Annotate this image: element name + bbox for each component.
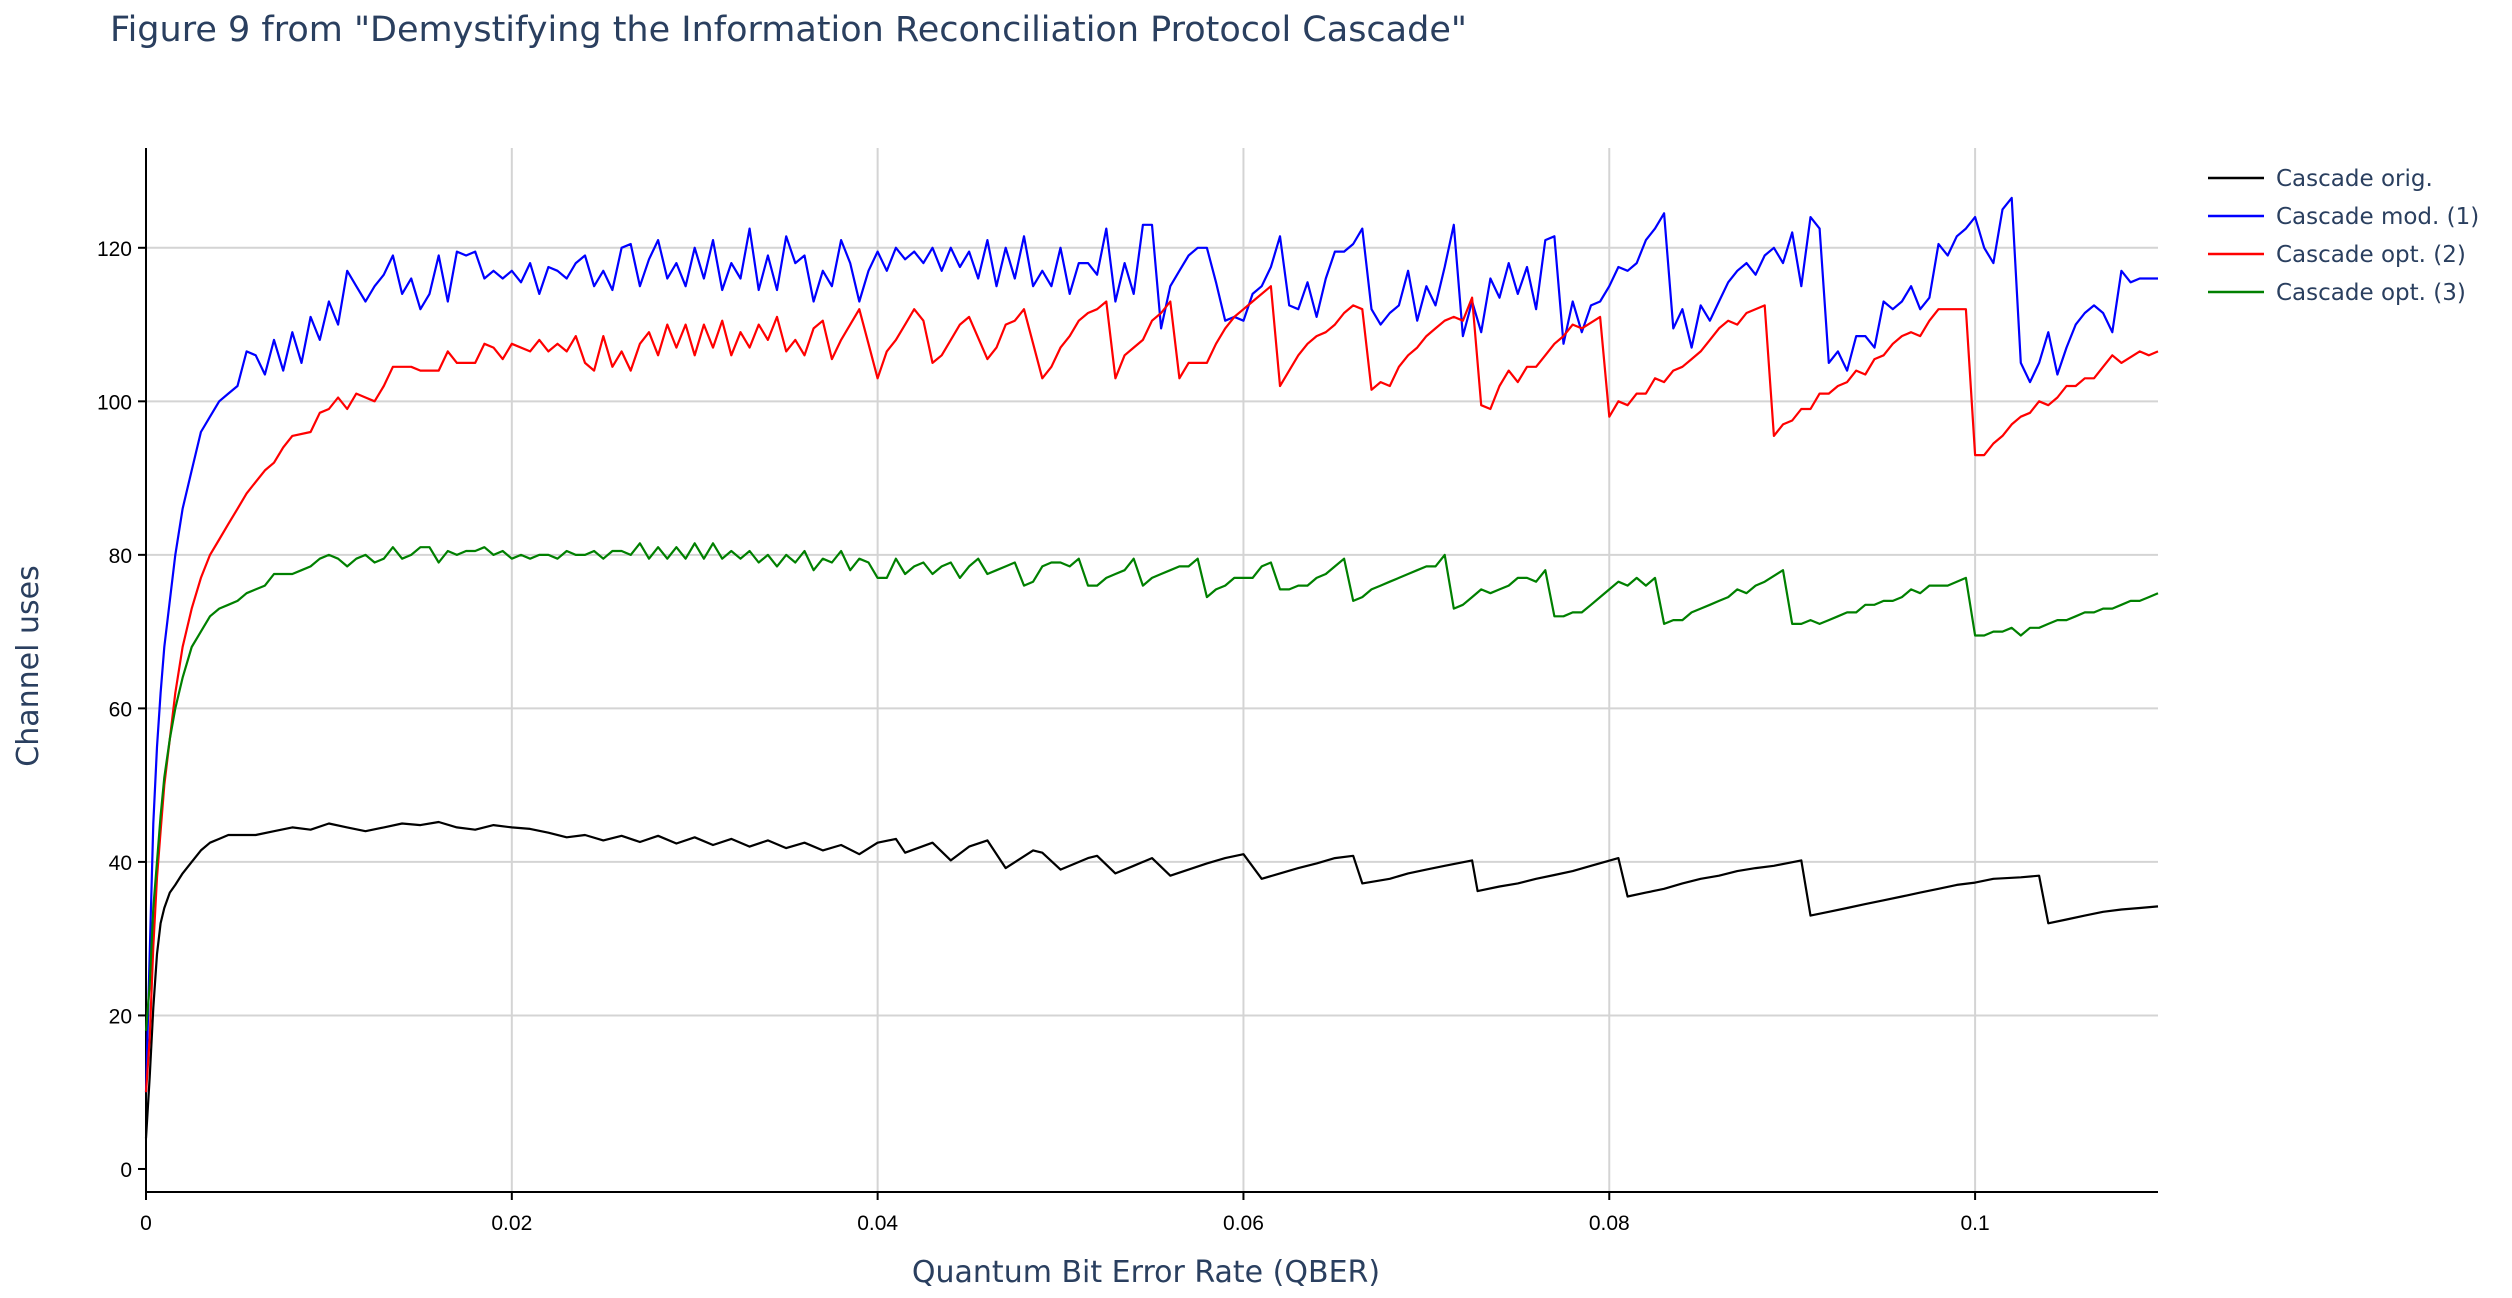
x-tick-label: 0.06 [1223,1212,1264,1235]
series-line-cascade-mod-1 [144,196,2158,1093]
legend-label: Cascade mod. (1) [2276,204,2479,230]
y-axis-title: Channel uses [11,565,46,766]
y-tick-label: 80 [109,545,132,568]
axis-layer [138,148,2158,1200]
legend: Cascade orig. Cascade mod. (1) Cascade opt… [2208,166,2479,306]
y-tick-label: 100 [97,391,132,414]
series-layer [144,196,2159,1139]
x-tick-label: 0.04 [857,1212,898,1235]
y-tick-label: 0 [120,1159,132,1182]
legend-item-cascade-mod-1[interactable]: Cascade mod. (1) [2208,204,2479,230]
legend-item-cascade-opt-3[interactable]: Cascade opt. (3) [2208,280,2466,306]
x-tick-label: 0 [140,1212,152,1235]
grid-layer [146,148,2158,1192]
legend-label: Cascade orig. [2276,166,2433,192]
y-tick-label: 120 [97,238,132,261]
legend-label: Cascade opt. (2) [2276,242,2466,268]
series-line-cascade-opt-3 [144,542,2159,1031]
legend-label: Cascade opt. (3) [2276,280,2466,306]
chart-title: Figure 9 from "Demystifying the Informat… [110,10,1467,50]
y-tick-label: 40 [109,852,132,875]
series-line-cascade-opt-2 [144,285,2159,1093]
legend-item-cascade-opt-2[interactable]: Cascade opt. (2) [2208,242,2466,268]
x-axis-title: Quantum Bit Error Rate (QBER) [912,1255,1380,1290]
x-tick-label: 0.08 [1589,1212,1630,1235]
y-tick-label: 20 [109,1005,132,1028]
y-tick-label: 60 [109,698,132,721]
y-tick-labels: 0 20 40 60 80 100 120 [97,238,132,1182]
legend-item-cascade-orig[interactable]: Cascade orig. [2208,166,2433,192]
x-tick-label: 0.1 [1960,1212,1989,1235]
x-tick-label: 0.02 [491,1212,532,1235]
series-line-cascade-orig [144,820,2159,1139]
x-tick-labels: 0 0.02 0.04 0.06 0.08 0.1 [140,1212,1990,1235]
